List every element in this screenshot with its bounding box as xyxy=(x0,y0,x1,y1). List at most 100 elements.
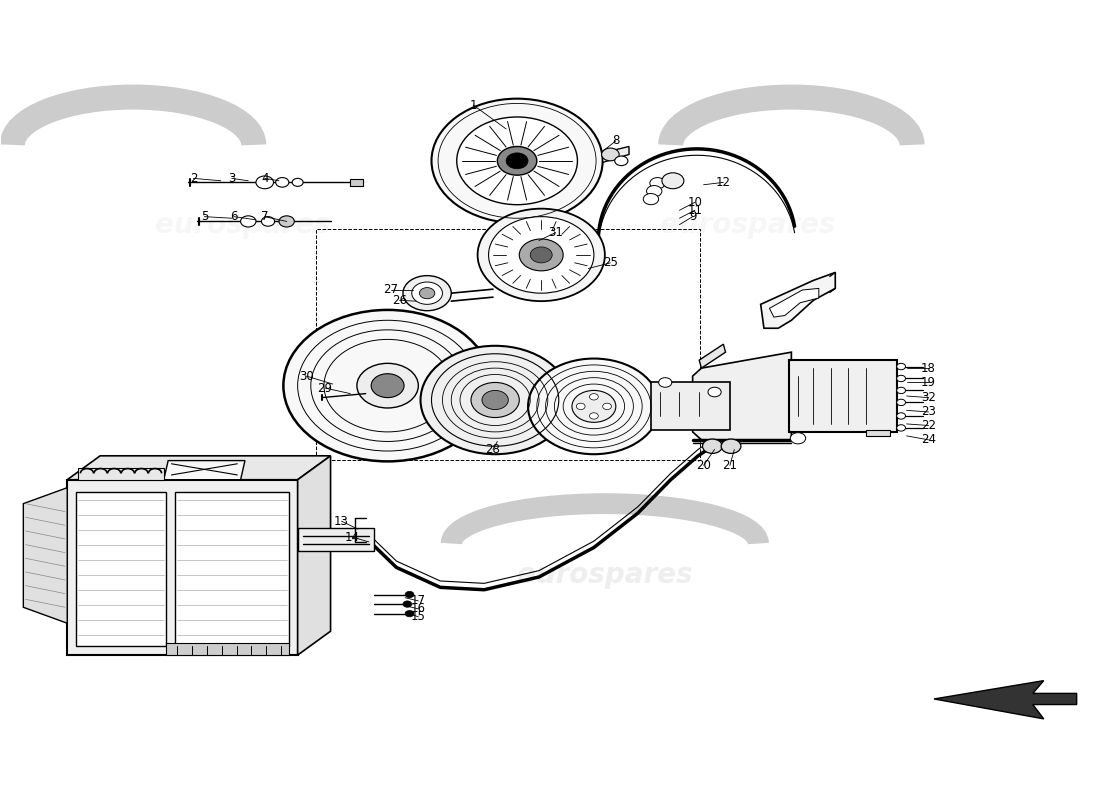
Polygon shape xyxy=(67,456,331,480)
Text: 15: 15 xyxy=(411,610,426,623)
Text: 20: 20 xyxy=(696,459,711,472)
Text: 5: 5 xyxy=(200,210,208,223)
Text: 14: 14 xyxy=(345,530,360,544)
Circle shape xyxy=(356,363,418,408)
Circle shape xyxy=(590,413,598,419)
Circle shape xyxy=(477,209,605,301)
Text: 24: 24 xyxy=(921,434,936,446)
Polygon shape xyxy=(693,352,791,440)
Circle shape xyxy=(488,217,594,293)
Circle shape xyxy=(405,610,414,617)
Circle shape xyxy=(647,186,662,197)
Text: 6: 6 xyxy=(230,210,238,223)
Polygon shape xyxy=(67,480,298,655)
Polygon shape xyxy=(603,146,629,162)
Circle shape xyxy=(279,216,295,227)
Circle shape xyxy=(896,387,905,394)
Text: 12: 12 xyxy=(716,176,730,189)
Polygon shape xyxy=(350,179,363,186)
Text: 13: 13 xyxy=(334,514,349,528)
Text: 18: 18 xyxy=(921,362,936,374)
Circle shape xyxy=(482,390,508,410)
Circle shape xyxy=(530,247,552,263)
Polygon shape xyxy=(298,456,331,655)
Circle shape xyxy=(519,239,563,271)
Text: 27: 27 xyxy=(384,283,398,297)
Text: 3: 3 xyxy=(228,172,235,185)
Polygon shape xyxy=(76,492,166,646)
Text: 10: 10 xyxy=(688,196,702,209)
Text: 17: 17 xyxy=(410,594,426,607)
Circle shape xyxy=(371,374,404,398)
Circle shape xyxy=(722,439,741,454)
Circle shape xyxy=(403,276,451,310)
Circle shape xyxy=(650,178,666,189)
Bar xyxy=(317,229,701,460)
Text: eurospares: eurospares xyxy=(660,210,835,238)
Text: 9: 9 xyxy=(689,210,696,223)
Circle shape xyxy=(528,358,660,454)
Circle shape xyxy=(420,346,570,454)
Polygon shape xyxy=(175,492,289,646)
Polygon shape xyxy=(298,527,374,551)
Text: 11: 11 xyxy=(688,204,702,217)
Text: 31: 31 xyxy=(548,226,563,239)
Circle shape xyxy=(572,390,616,422)
Circle shape xyxy=(471,382,519,418)
Text: 23: 23 xyxy=(921,406,936,418)
Circle shape xyxy=(602,148,619,161)
Text: 8: 8 xyxy=(612,134,619,147)
Text: 29: 29 xyxy=(318,382,332,394)
Polygon shape xyxy=(866,430,890,436)
Circle shape xyxy=(708,387,722,397)
Text: 1: 1 xyxy=(470,98,477,111)
Polygon shape xyxy=(934,681,1077,719)
Polygon shape xyxy=(164,461,245,480)
Text: 4: 4 xyxy=(261,172,268,185)
Circle shape xyxy=(896,413,905,419)
Circle shape xyxy=(703,439,723,454)
Polygon shape xyxy=(23,488,67,623)
Circle shape xyxy=(276,178,289,187)
Circle shape xyxy=(896,363,905,370)
Circle shape xyxy=(590,394,598,400)
Text: eurospares: eurospares xyxy=(517,562,693,590)
Text: 2: 2 xyxy=(189,172,197,185)
Text: 22: 22 xyxy=(921,419,936,432)
Text: eurospares: eurospares xyxy=(517,562,693,590)
Circle shape xyxy=(241,216,256,227)
Circle shape xyxy=(405,591,414,598)
Circle shape xyxy=(615,156,628,166)
Text: 21: 21 xyxy=(723,459,737,472)
Text: 32: 32 xyxy=(921,391,936,404)
Bar xyxy=(789,360,896,432)
Text: 28: 28 xyxy=(485,443,501,456)
Circle shape xyxy=(576,403,585,410)
Text: eurospares: eurospares xyxy=(155,210,330,238)
Bar xyxy=(651,382,730,430)
Circle shape xyxy=(256,176,274,189)
Circle shape xyxy=(284,310,492,462)
Circle shape xyxy=(896,375,905,382)
Text: 16: 16 xyxy=(410,602,426,615)
Text: 7: 7 xyxy=(261,210,268,223)
Text: 26: 26 xyxy=(393,294,407,307)
Circle shape xyxy=(497,146,537,175)
Polygon shape xyxy=(769,288,818,317)
Circle shape xyxy=(262,217,275,226)
Polygon shape xyxy=(78,468,164,480)
Text: 25: 25 xyxy=(603,256,618,270)
Circle shape xyxy=(896,425,905,431)
Circle shape xyxy=(411,282,442,304)
Circle shape xyxy=(506,153,528,169)
Polygon shape xyxy=(166,643,289,655)
Text: 30: 30 xyxy=(299,370,314,382)
Circle shape xyxy=(456,117,578,205)
Circle shape xyxy=(431,98,603,223)
Circle shape xyxy=(419,287,435,298)
Polygon shape xyxy=(700,344,726,368)
Circle shape xyxy=(659,378,672,387)
Circle shape xyxy=(603,403,612,410)
Circle shape xyxy=(790,433,805,444)
Text: 19: 19 xyxy=(921,376,936,389)
